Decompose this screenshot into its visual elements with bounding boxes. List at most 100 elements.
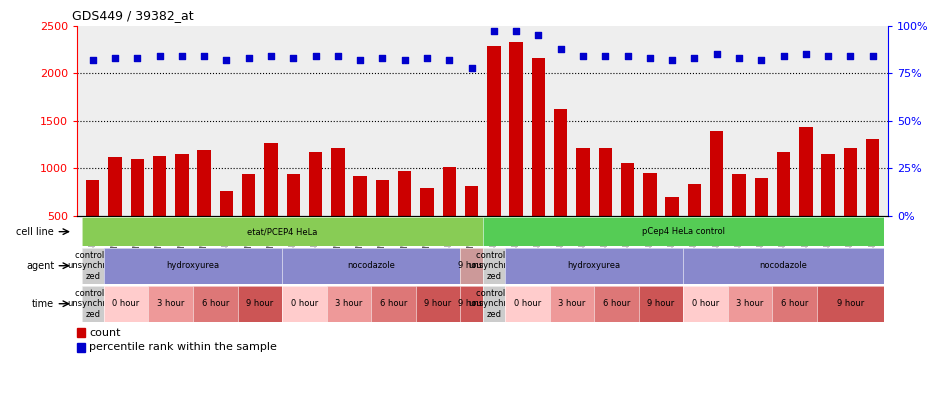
Text: pCep4 HeLa control: pCep4 HeLa control — [642, 227, 725, 236]
Point — [821, 53, 836, 59]
Bar — [220, 191, 233, 263]
Bar — [443, 168, 456, 263]
Point — [375, 55, 390, 61]
Bar — [755, 178, 768, 263]
Bar — [710, 131, 724, 263]
Text: 0 hour: 0 hour — [113, 299, 140, 308]
Point — [442, 57, 457, 63]
Text: nocodazole: nocodazole — [760, 261, 807, 270]
Text: 0 hour: 0 hour — [513, 299, 540, 308]
Text: 3 hour: 3 hour — [336, 299, 363, 308]
Point — [286, 55, 301, 61]
Bar — [554, 109, 568, 263]
Point — [843, 53, 858, 59]
Bar — [844, 148, 857, 263]
Text: 3 hour: 3 hour — [558, 299, 586, 308]
Bar — [643, 173, 656, 263]
Point — [865, 53, 880, 59]
Point — [107, 55, 122, 61]
Text: 0 hour: 0 hour — [692, 299, 719, 308]
Bar — [532, 58, 545, 263]
Bar — [688, 185, 701, 263]
Bar — [465, 187, 478, 263]
Point — [464, 65, 479, 71]
Text: agent: agent — [26, 261, 55, 271]
Text: control -
unsynchroni
zed: control - unsynchroni zed — [67, 289, 118, 319]
Text: 9 hour: 9 hour — [458, 261, 485, 270]
Text: 9 hour: 9 hour — [246, 299, 274, 308]
Bar — [576, 148, 589, 263]
Point — [754, 57, 769, 63]
Point — [308, 53, 323, 59]
Point — [330, 53, 345, 59]
Bar — [376, 180, 389, 263]
Text: count: count — [89, 327, 120, 337]
Text: control -
unsynchroni
zed: control - unsynchroni zed — [468, 251, 520, 281]
Text: 9 hour: 9 hour — [837, 299, 864, 308]
Bar — [331, 148, 345, 263]
Point — [263, 53, 278, 59]
Bar — [309, 152, 322, 263]
Point — [620, 53, 635, 59]
Text: nocodazole: nocodazole — [347, 261, 395, 270]
Point — [709, 51, 724, 57]
Point — [642, 55, 657, 61]
Bar — [822, 154, 835, 263]
Bar — [287, 174, 300, 263]
Point — [575, 53, 590, 59]
Text: percentile rank within the sample: percentile rank within the sample — [89, 343, 276, 352]
Text: control -
unsynchroni
zed: control - unsynchroni zed — [67, 251, 118, 281]
Bar — [264, 143, 277, 263]
Bar — [420, 188, 433, 263]
Point — [419, 55, 434, 61]
Bar — [175, 154, 189, 263]
Point — [352, 57, 368, 63]
Bar — [77, 343, 85, 352]
Bar — [666, 197, 679, 263]
Point — [152, 53, 167, 59]
Text: 3 hour: 3 hour — [736, 299, 764, 308]
Bar — [242, 174, 256, 263]
Point — [776, 53, 791, 59]
Text: control -
unsynchroni
zed: control - unsynchroni zed — [468, 289, 520, 319]
Point — [86, 57, 101, 63]
Point — [509, 28, 524, 34]
Bar — [776, 152, 791, 263]
Bar — [599, 148, 612, 263]
Point — [798, 51, 813, 57]
Point — [398, 57, 413, 63]
Bar — [86, 180, 100, 263]
Point — [196, 53, 212, 59]
Text: 6 hour: 6 hour — [603, 299, 630, 308]
Text: time: time — [32, 299, 55, 309]
Point — [665, 57, 680, 63]
Text: hydroxyurea: hydroxyurea — [568, 261, 620, 270]
Bar — [108, 157, 121, 263]
Text: 9 hour: 9 hour — [648, 299, 675, 308]
Text: 6 hour: 6 hour — [781, 299, 808, 308]
Bar — [398, 171, 412, 263]
Text: 9 hour: 9 hour — [458, 299, 485, 308]
Bar — [866, 139, 880, 263]
Text: etat/PCEP4 HeLa: etat/PCEP4 HeLa — [247, 227, 318, 236]
Bar — [353, 176, 367, 263]
Bar — [131, 159, 144, 263]
Bar — [732, 174, 745, 263]
Point — [687, 55, 702, 61]
Point — [598, 53, 613, 59]
Bar — [153, 156, 166, 263]
Point — [219, 57, 234, 63]
Point — [174, 53, 189, 59]
Text: GDS449 / 39382_at: GDS449 / 39382_at — [72, 9, 194, 22]
Text: 6 hour: 6 hour — [380, 299, 407, 308]
Bar — [197, 150, 211, 263]
Text: hydroxyurea: hydroxyurea — [166, 261, 220, 270]
Point — [486, 28, 501, 34]
Text: 9 hour: 9 hour — [425, 299, 452, 308]
Point — [531, 32, 546, 38]
Point — [130, 55, 145, 61]
Bar — [509, 42, 523, 263]
Bar — [799, 128, 812, 263]
Point — [731, 55, 746, 61]
Text: 3 hour: 3 hour — [157, 299, 184, 308]
